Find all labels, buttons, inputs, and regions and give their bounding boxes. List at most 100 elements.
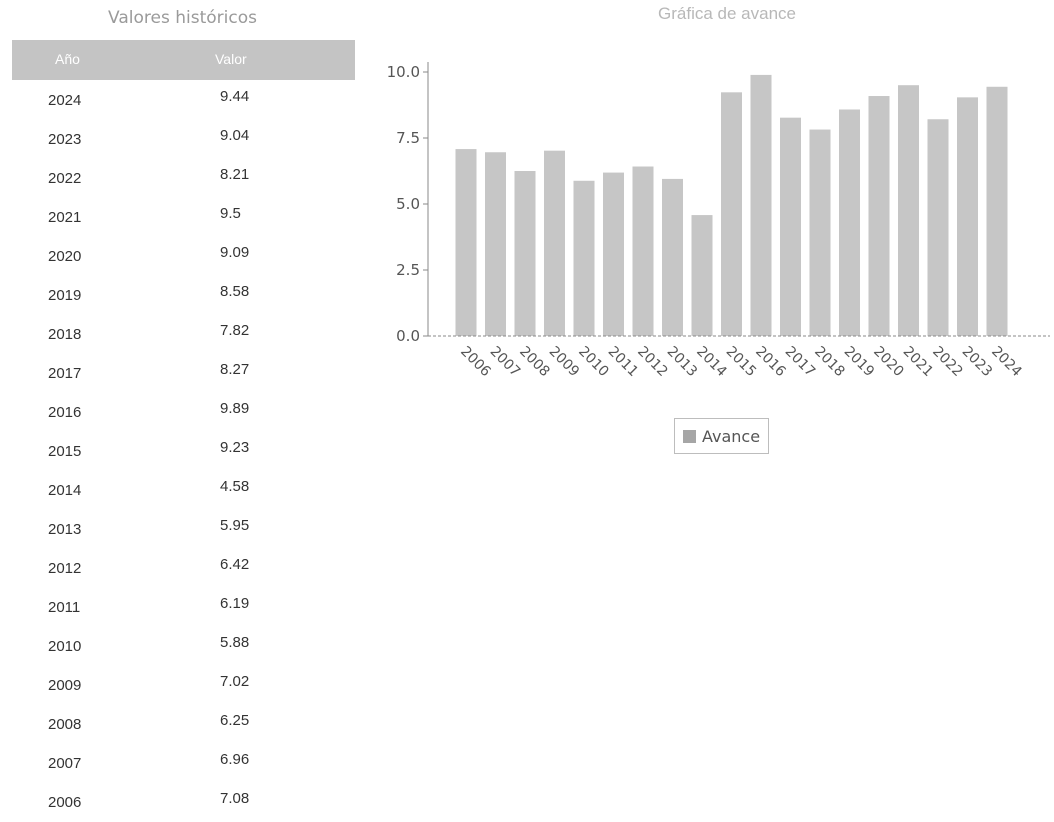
- x-tick-label: 2012: [634, 344, 671, 381]
- cell-value: 6.25: [220, 712, 250, 729]
- cell-value: 9.09: [220, 244, 250, 261]
- cell-value: 4.58: [220, 478, 250, 495]
- x-tick-label: 2019: [841, 344, 878, 381]
- cell-year: 2012: [48, 560, 82, 577]
- y-tick-label: 0.0: [396, 327, 420, 345]
- cell-value: 7.02: [220, 673, 250, 690]
- cell-year: 2023: [48, 131, 82, 148]
- cell-year: 2020: [48, 248, 82, 265]
- cell-year: 2018: [48, 326, 82, 343]
- column-header-value: Valor: [215, 51, 247, 67]
- cell-value: 6.42: [220, 556, 250, 573]
- x-tick-label: 2022: [929, 344, 966, 381]
- x-tick-label: 2010: [575, 344, 612, 381]
- table-row: 2008 6.25: [12, 706, 355, 744]
- x-tick-label: 2015: [723, 344, 760, 381]
- x-tick-label: 2021: [900, 344, 937, 381]
- legend-swatch: [683, 429, 696, 443]
- bar-2007: [485, 152, 506, 336]
- table-row: 2022 8.21: [12, 160, 355, 198]
- cell-value: 6.96: [220, 751, 250, 768]
- x-tick-label: 2014: [693, 344, 730, 381]
- bar-2019: [839, 109, 860, 336]
- cell-value: 8.21: [220, 166, 250, 183]
- x-tick-label: 2024: [988, 344, 1025, 381]
- cell-value: 9.5: [220, 205, 241, 222]
- cell-year: 2008: [48, 716, 82, 733]
- bar-2024: [986, 86, 1008, 336]
- historical-values-panel: Valores históricos Año Valor 2024 9.44 202…: [10, 0, 355, 815]
- cell-year: 2014: [48, 482, 82, 499]
- chart-title: Gráfica de avance: [658, 4, 796, 23]
- table-row: 2018 7.82: [12, 316, 355, 354]
- x-tick-label: 2009: [546, 344, 583, 381]
- cell-year: 2006: [48, 794, 82, 811]
- cell-year: 2024: [48, 92, 82, 109]
- y-tick-label: 5.0: [396, 195, 420, 213]
- chart-legend: Avance: [674, 418, 770, 454]
- x-tick-label: 2007: [487, 344, 524, 381]
- table-row: 2016 9.89: [12, 394, 355, 432]
- bar-2014: [691, 215, 713, 336]
- bar-2021: [898, 85, 919, 336]
- table-row: 2011 6.19: [12, 589, 355, 627]
- cell-value: 9.23: [220, 439, 250, 456]
- cell-value: 6.19: [220, 595, 250, 612]
- bar-2016: [750, 74, 772, 337]
- cell-year: 2022: [48, 170, 82, 187]
- bar-2013: [662, 178, 683, 336]
- x-tick-label: 2008: [516, 344, 553, 381]
- bar-2012: [632, 166, 654, 336]
- bar-2018: [809, 129, 831, 336]
- cell-year: 2015: [48, 443, 82, 460]
- bar-2022: [927, 119, 949, 336]
- x-tick-label: 2017: [782, 344, 819, 381]
- cell-year: 2016: [48, 404, 82, 421]
- bar-chart: 0.0 2.5 5.0 7.5 10.0 200620072008200920102011…: [387, 62, 1050, 381]
- bar-2006: [455, 149, 477, 336]
- y-tick-label: 7.5: [396, 129, 420, 147]
- cell-year: 2019: [48, 287, 82, 304]
- bar-2011: [603, 172, 624, 336]
- bar-2010: [573, 180, 595, 336]
- table-header-row: Año Valor: [12, 40, 355, 80]
- cell-year: 2011: [48, 599, 81, 616]
- table-row: 2020 9.09: [12, 238, 355, 276]
- bar-2008: [514, 171, 536, 336]
- x-tick-label: 2016: [752, 344, 789, 381]
- table-row: 2017 8.27: [12, 355, 355, 393]
- cell-value: 9.89: [220, 400, 250, 417]
- x-tick-label: 2023: [959, 344, 996, 381]
- table-row: 2006 7.08: [12, 784, 355, 822]
- table-row: 2014 4.58: [12, 472, 355, 510]
- cell-value: 9.04: [220, 127, 250, 144]
- chart-area: Gráfica de avance 0.0 2.5 5.0 7.5 10.0 2006 20…: [360, 0, 1054, 470]
- cell-year: 2010: [48, 638, 82, 655]
- cell-value: 5.95: [220, 517, 250, 534]
- table-row: 2009 7.02: [12, 667, 355, 705]
- bar-2015: [721, 92, 742, 336]
- x-tick-label: 2006: [457, 344, 494, 381]
- table-row: 2010 5.88: [12, 628, 355, 666]
- table-row: 2023 9.04: [12, 121, 355, 159]
- cell-value: 8.58: [220, 283, 250, 300]
- y-tick-label: 2.5: [396, 261, 420, 279]
- cell-value: 5.88: [220, 634, 250, 651]
- table-row: 2012 6.42: [12, 550, 355, 588]
- column-header-year: Año: [55, 51, 80, 67]
- x-tick-label: 2020: [870, 344, 907, 381]
- cell-year: 2009: [48, 677, 82, 694]
- table-row: 2013 5.95: [12, 511, 355, 549]
- cell-year: 2017: [48, 365, 82, 382]
- table-row: 2015 9.23: [12, 433, 355, 471]
- table-title: Valores históricos: [108, 8, 257, 28]
- bar-2009: [544, 150, 565, 336]
- legend-label: Avance: [702, 426, 761, 446]
- cell-value: 7.08: [220, 790, 250, 807]
- table-row: 2007 6.96: [12, 745, 355, 783]
- table-row: 2024 9.44: [12, 82, 355, 120]
- table-row: 2021 9.5: [12, 199, 355, 237]
- cell-value: 7.82: [220, 322, 250, 339]
- bar-2020: [868, 96, 890, 336]
- cell-year: 2013: [48, 521, 82, 538]
